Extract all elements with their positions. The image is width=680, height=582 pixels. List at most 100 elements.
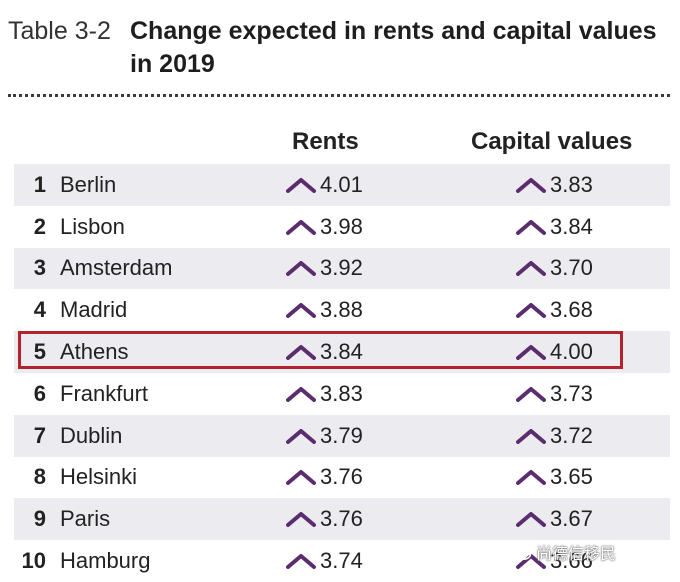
chevron-up-icon bbox=[516, 303, 546, 319]
row-rank: 4 bbox=[33, 297, 46, 323]
chevron-up-icon bbox=[286, 345, 316, 361]
rents-number: 3.74 bbox=[320, 548, 363, 574]
capital-number: 3.65 bbox=[550, 464, 593, 490]
row-city: Hamburg bbox=[60, 548, 151, 574]
capital-number: 4.00 bbox=[550, 339, 593, 365]
chevron-up-icon bbox=[286, 428, 316, 444]
rents-number: 3.76 bbox=[320, 506, 363, 532]
capital-number: 3.70 bbox=[550, 255, 593, 281]
table-row: 10 Hamburg 3.74 3.66 bbox=[14, 540, 670, 582]
rents-value: 4.01 bbox=[286, 172, 363, 198]
capital-number: 3.84 bbox=[550, 213, 593, 239]
rents-number: 4.01 bbox=[320, 171, 363, 197]
row-city: Dublin bbox=[60, 422, 123, 448]
title-line-2: in 2019 bbox=[130, 50, 215, 78]
rents-value: 3.88 bbox=[286, 297, 363, 323]
rents-value: 3.92 bbox=[286, 255, 363, 281]
capital-value: 3.70 bbox=[516, 255, 593, 281]
rents-value: 3.76 bbox=[286, 464, 363, 490]
highlight-box bbox=[18, 331, 623, 369]
chevron-up-icon bbox=[516, 554, 546, 570]
rents-value: 3.76 bbox=[286, 506, 363, 532]
column-header-rents: Rents bbox=[292, 128, 359, 155]
row-rank: 5 bbox=[33, 339, 46, 365]
chevron-up-icon bbox=[286, 177, 316, 193]
rents-value: 3.79 bbox=[286, 423, 363, 449]
row-city: Frankfurt bbox=[60, 380, 149, 406]
table-row: 1 Berlin 4.01 3.83 bbox=[14, 164, 670, 206]
capital-number: 3.73 bbox=[550, 380, 593, 406]
row-rank: 6 bbox=[33, 380, 46, 406]
capital-value: 3.68 bbox=[516, 297, 593, 323]
table-row: 8 Helsinki 3.76 3.65 bbox=[14, 457, 670, 499]
rankings-table: 1 Berlin 4.01 3.83 2 Lisbon 3.98 3.84 3 Amsterdam… bbox=[14, 164, 670, 582]
capital-value: 3.72 bbox=[516, 423, 593, 449]
capital-value: 3.65 bbox=[516, 464, 593, 490]
chevron-up-icon bbox=[516, 386, 546, 402]
watermark-text: 尚德信移民 bbox=[536, 546, 617, 563]
chevron-up-icon bbox=[286, 219, 316, 235]
rents-number: 3.84 bbox=[320, 339, 363, 365]
chevron-up-icon bbox=[286, 470, 316, 486]
table-title: Table 3-2 Change expected in rents and c… bbox=[8, 14, 676, 80]
title-line-1: Change expected in rents and capital val… bbox=[130, 17, 657, 45]
capital-number: 3.72 bbox=[550, 422, 593, 448]
capital-number: 3.66 bbox=[550, 548, 593, 574]
column-header-capital-values: Capital values bbox=[471, 128, 633, 155]
row-city: Berlin bbox=[60, 171, 117, 197]
row-city: Paris bbox=[60, 506, 111, 532]
row-city: Helsinki bbox=[60, 464, 138, 490]
row-rank: 1 bbox=[33, 171, 46, 197]
capital-value: 4.00 bbox=[516, 339, 593, 365]
row-rank: 8 bbox=[33, 464, 46, 490]
table-row: 3 Amsterdam 3.92 3.70 bbox=[14, 247, 670, 290]
row-city: Athens bbox=[60, 339, 129, 365]
rents-value: 3.74 bbox=[286, 548, 363, 574]
row-city: Lisbon bbox=[60, 213, 125, 239]
chevron-up-icon bbox=[516, 177, 546, 193]
dotted-divider bbox=[8, 94, 670, 97]
capital-number: 3.83 bbox=[550, 171, 593, 197]
table-row: 9 Paris 3.76 3.67 bbox=[14, 498, 670, 541]
rents-number: 3.83 bbox=[320, 380, 363, 406]
table-row: 4 Madrid 3.88 3.68 bbox=[14, 289, 670, 331]
capital-value: 3.83 bbox=[516, 172, 593, 198]
table-row: 2 Lisbon 3.98 3.84 bbox=[14, 206, 670, 248]
watermark: 尚德信移民 bbox=[508, 540, 616, 564]
table-row: 6 Frankfurt 3.83 3.73 bbox=[14, 373, 670, 415]
rents-value: 3.83 bbox=[286, 381, 363, 407]
capital-number: 3.68 bbox=[550, 297, 593, 323]
capital-number: 3.67 bbox=[550, 506, 593, 532]
capital-value: 3.73 bbox=[516, 381, 593, 407]
rents-number: 3.98 bbox=[320, 213, 363, 239]
chevron-up-icon bbox=[516, 219, 546, 235]
capital-value: 3.66 bbox=[516, 548, 593, 574]
chevron-up-icon bbox=[286, 386, 316, 402]
chevron-up-icon bbox=[286, 303, 316, 319]
row-rank: 7 bbox=[33, 422, 46, 448]
table-label: Table 3-2 bbox=[8, 17, 111, 45]
row-rank: 9 bbox=[33, 506, 46, 532]
chevron-up-icon bbox=[516, 261, 546, 277]
rents-number: 3.76 bbox=[320, 464, 363, 490]
row-city: Amsterdam bbox=[60, 255, 173, 281]
row-city: Madrid bbox=[60, 297, 128, 323]
row-rank: 3 bbox=[33, 255, 46, 281]
capital-value: 3.67 bbox=[516, 506, 593, 532]
rents-number: 3.92 bbox=[320, 255, 363, 281]
chevron-up-icon bbox=[286, 512, 316, 528]
rents-number: 3.79 bbox=[320, 422, 363, 448]
rents-number: 3.88 bbox=[320, 297, 363, 323]
chevron-up-icon bbox=[286, 554, 316, 570]
chevron-up-icon bbox=[516, 345, 546, 361]
row-rank: 10 bbox=[21, 548, 46, 574]
row-rank: 2 bbox=[33, 213, 46, 239]
wechat-icon bbox=[508, 543, 532, 560]
table-row: 7 Dublin 3.79 3.72 bbox=[14, 414, 670, 457]
chevron-up-icon bbox=[516, 428, 546, 444]
rents-value: 3.84 bbox=[286, 339, 363, 365]
chevron-up-icon bbox=[516, 512, 546, 528]
chevron-up-icon bbox=[516, 470, 546, 486]
capital-value: 3.84 bbox=[516, 214, 593, 240]
rents-value: 3.98 bbox=[286, 214, 363, 240]
